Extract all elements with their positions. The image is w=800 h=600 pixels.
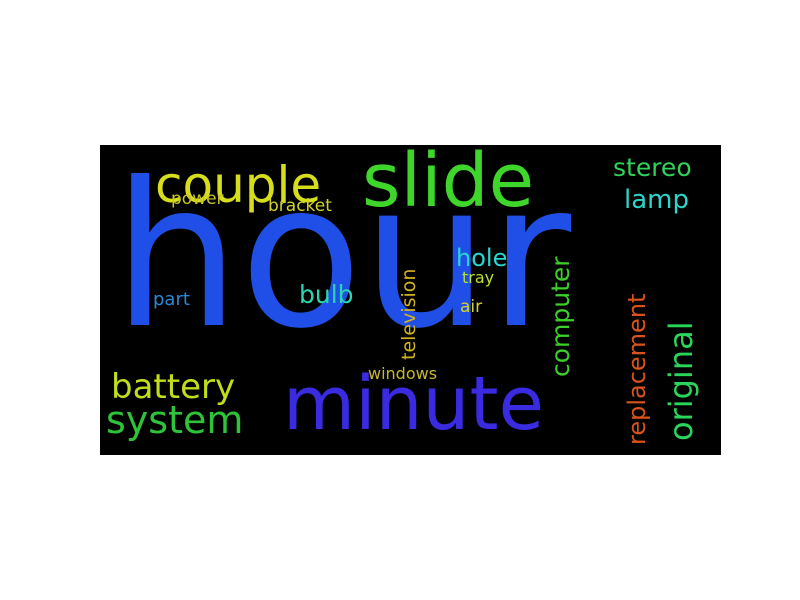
word-stereo: stereo bbox=[613, 153, 692, 182]
word-system: system bbox=[106, 398, 244, 442]
word-couple: couple bbox=[155, 156, 322, 214]
word-original: original bbox=[662, 321, 700, 441]
word-cloud: hour slide couple minute stereo lamp pow… bbox=[100, 145, 721, 455]
word-tray: tray bbox=[462, 268, 495, 287]
word-bulb: bulb bbox=[299, 280, 354, 309]
word-part: part bbox=[153, 289, 190, 310]
word-hole: hole bbox=[456, 244, 508, 272]
word-battery: battery bbox=[111, 367, 236, 407]
word-power: power bbox=[171, 189, 224, 209]
word-replacement: replacement bbox=[623, 293, 651, 445]
word-bracket: bracket bbox=[268, 196, 332, 216]
word-air: air bbox=[460, 297, 483, 317]
word-windows: windows bbox=[368, 364, 438, 383]
word-computer: computer bbox=[546, 256, 575, 377]
word-television: television bbox=[398, 268, 420, 360]
word-minute: minute bbox=[283, 361, 544, 447]
word-hour: hour bbox=[113, 145, 572, 373]
word-slide: slide bbox=[362, 145, 535, 224]
word-lamp: lamp bbox=[624, 185, 689, 215]
